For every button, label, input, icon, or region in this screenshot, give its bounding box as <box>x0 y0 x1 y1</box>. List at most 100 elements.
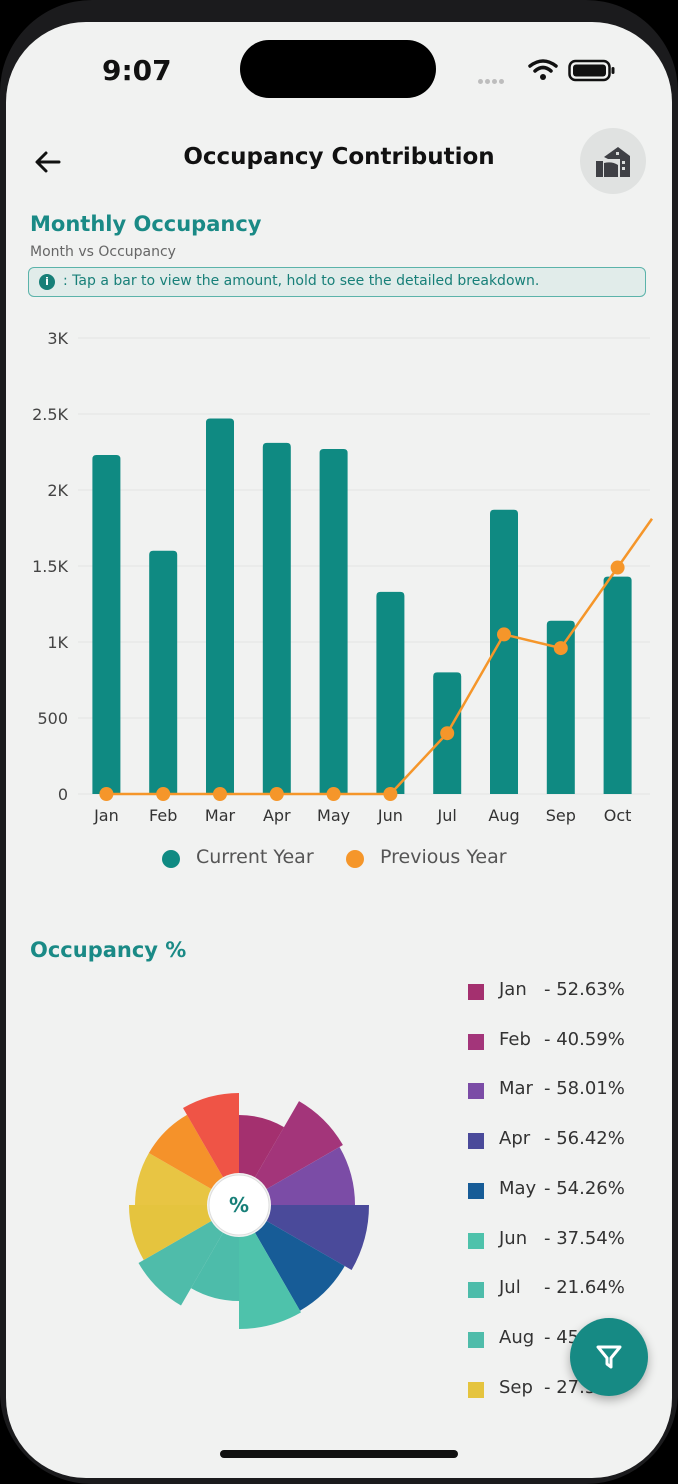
bar-mar[interactable] <box>206 418 234 794</box>
legend-swatch <box>468 1282 484 1299</box>
occupancy-rose-chart[interactable]: % <box>96 1062 386 1352</box>
legend-month: Sep <box>499 1376 533 1398</box>
bar-jan[interactable] <box>92 455 121 794</box>
monthly-occupancy-title: Monthly Occupancy <box>30 212 262 236</box>
legend-value: - 40.59% <box>544 1028 625 1050</box>
legend-value: - 54.26% <box>544 1177 625 1199</box>
legend-month: Mar <box>499 1078 533 1100</box>
legend-swatch <box>468 1083 484 1100</box>
slice-apr[interactable] <box>266 1205 369 1270</box>
point-jul[interactable] <box>440 726 455 741</box>
legend-month: Aug <box>499 1326 535 1348</box>
monthly-occupancy-chart[interactable]: 0 500 1K 1.5K 2K 2.5K 3K Jan Feb Mar Apr May Jun Jul A… <box>6 322 672 842</box>
rose-center-label: % <box>229 1193 249 1217</box>
legend-item-jun[interactable]: Jun - 37.54% <box>466 1225 666 1255</box>
point-aug[interactable] <box>497 627 511 642</box>
x-tick-label: Jul <box>437 806 457 825</box>
legend-swatch <box>468 1033 484 1050</box>
legend-item-may[interactable]: May - 54.26% <box>466 1175 666 1205</box>
monthly-occupancy-subtitle: Month vs Occupancy <box>30 244 176 260</box>
home-indicator <box>220 1450 458 1458</box>
point-feb[interactable] <box>156 787 171 801</box>
y-tick-label: 1.5K <box>32 557 68 576</box>
legend-value: - 52.63% <box>544 979 625 1000</box>
legend-item-jul[interactable]: Jul - 21.64% <box>466 1274 666 1304</box>
bar-apr[interactable] <box>262 442 291 794</box>
x-tick-label: Jun <box>377 806 403 825</box>
slice-feb[interactable] <box>255 1101 343 1189</box>
x-tick-label: Jan <box>93 806 119 825</box>
info-text: : Tap a bar to view the amount, hold to … <box>63 273 540 289</box>
legend-month: Jan <box>499 979 527 1000</box>
property-logo-button[interactable] <box>580 128 646 194</box>
legend-value: - 21.64% <box>544 1277 625 1299</box>
legend-item-apr[interactable]: Apr - 56.42% <box>466 1125 666 1155</box>
y-tick-label: 2.5K <box>32 405 68 424</box>
signal-icon <box>478 69 514 84</box>
legend-swatch <box>468 1182 484 1199</box>
app-header: Occupancy Contribution <box>6 128 672 208</box>
legend-item-feb[interactable]: Feb - 40.59% <box>466 1026 666 1056</box>
y-tick-label: 1K <box>47 633 68 652</box>
point-mar[interactable] <box>213 787 227 801</box>
page-title: Occupancy Contribution <box>183 144 495 170</box>
bar-may[interactable] <box>319 448 348 794</box>
bar-feb[interactable] <box>149 550 178 794</box>
point-may[interactable] <box>326 787 341 801</box>
slice-sep[interactable] <box>128 1205 212 1260</box>
legend-item-mar[interactable]: Mar - 58.01% <box>466 1075 666 1105</box>
occupancy-legend: Jan - 52.63% Feb - 40.59% Mar - 58.01% Apr - 56… <box>466 974 666 1454</box>
x-tick-label: Oct <box>604 806 632 825</box>
arrow-left-icon[interactable] <box>32 146 64 178</box>
legend-swatch <box>468 1331 484 1348</box>
x-tick-label: May <box>317 806 350 825</box>
legend-value: - 56.42% <box>544 1128 625 1150</box>
slice-may[interactable] <box>255 1221 345 1311</box>
slice-jul[interactable] <box>191 1232 239 1301</box>
chart-legend: Current Year Previous Year <box>6 844 672 874</box>
legend-swatch <box>468 1133 484 1150</box>
point-apr[interactable] <box>269 787 284 801</box>
legend-value: - 45 <box>544 1326 580 1348</box>
dynamic-island <box>240 40 436 98</box>
bar-aug[interactable] <box>490 509 518 794</box>
legend-month: May <box>499 1177 537 1199</box>
filter-button[interactable] <box>570 1318 648 1396</box>
bar-sep[interactable] <box>546 620 575 794</box>
slice-oct[interactable] <box>134 1153 212 1205</box>
legend-item-aug[interactable]: Aug - 45 <box>466 1324 666 1354</box>
y-tick-label: 2K <box>47 481 68 500</box>
y-tick-label: 3K <box>47 329 68 348</box>
slice-mar[interactable] <box>266 1147 356 1205</box>
occupancy-pct-title: Occupancy % <box>30 938 187 962</box>
point-jun[interactable] <box>383 787 398 801</box>
battery-icon <box>568 59 615 82</box>
x-tick-label: Apr <box>263 806 291 825</box>
bar-jun[interactable] <box>376 591 405 794</box>
legend-item-jan[interactable]: Jan - 52.63% <box>466 976 666 1006</box>
app-screen: 9:07 Occupancy Contribution <box>6 22 672 1478</box>
property-logo-icon <box>596 147 630 177</box>
bar-oct[interactable] <box>603 576 632 794</box>
slice-aug[interactable] <box>138 1221 224 1306</box>
rose-center <box>208 1174 270 1236</box>
legend-swatch <box>468 984 484 1000</box>
legend-month: Feb <box>499 1028 531 1050</box>
y-tick-label: 500 <box>37 709 68 728</box>
legend-current-year-label[interactable]: Current Year <box>196 846 314 868</box>
legend-month: Jul <box>499 1277 521 1299</box>
slice-dec[interactable] <box>183 1093 239 1178</box>
slice-jan[interactable] <box>239 1115 284 1178</box>
point-jan[interactable] <box>99 787 114 801</box>
x-tick-label: Sep <box>546 806 576 825</box>
legend-month: Jun <box>499 1227 528 1249</box>
slice-nov[interactable] <box>148 1114 223 1189</box>
status-time: 9:07 <box>102 54 172 87</box>
point-sep[interactable] <box>553 641 568 656</box>
status-icons <box>478 56 628 86</box>
point-oct[interactable] <box>610 560 625 575</box>
legend-previous-year-dot <box>346 850 364 868</box>
legend-swatch <box>468 1232 484 1249</box>
legend-previous-year-label[interactable]: Previous Year <box>380 846 507 868</box>
slice-jun[interactable] <box>239 1232 301 1329</box>
